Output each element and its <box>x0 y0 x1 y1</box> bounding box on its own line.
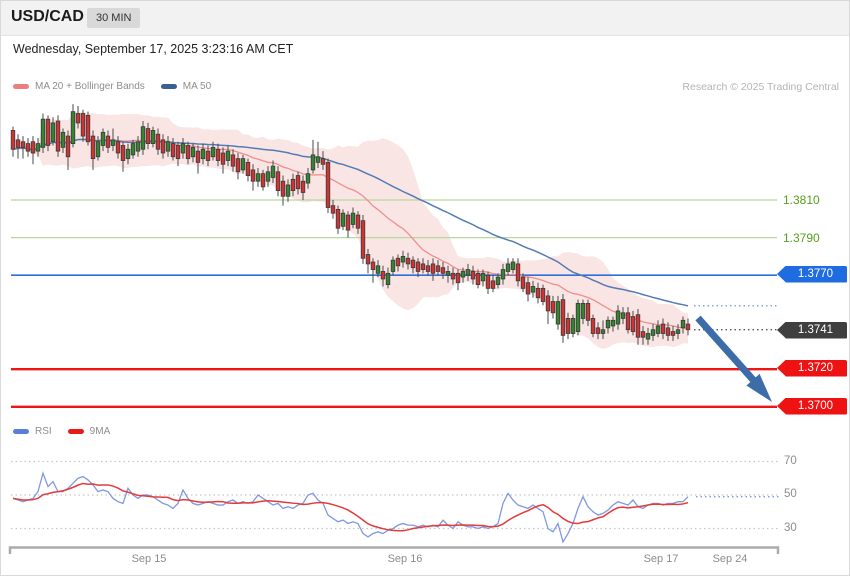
ma20-legend-label: MA 20 + Bollinger Bands <box>35 81 145 92</box>
rsi-9ma-swatch-icon <box>67 429 84 434</box>
ma20-swatch-icon <box>13 84 29 89</box>
price-legend: MA 20 + Bollinger Bands MA 50 <box>13 81 211 92</box>
x-axis-label-sep15: Sep 15 <box>131 553 167 565</box>
chart-timestamp: Wednesday, September 17, 2025 3:23:16 AM… <box>13 42 294 56</box>
chart-scrollbar[interactable] <box>8 546 780 555</box>
ma20-line <box>12 138 689 330</box>
timeframe-badge[interactable]: 30 MIN <box>87 8 141 28</box>
rsi-panel <box>11 460 779 544</box>
rsi-level-30-label: 30 <box>784 521 797 534</box>
legend-item-9ma: 9MA <box>67 426 111 437</box>
support-badge-1-3720: 1.3720 <box>777 359 847 377</box>
rsi-level-70-label: 70 <box>784 454 797 467</box>
last-price-badge-1-3741: 1.3741 <box>777 321 847 339</box>
ma50-line <box>12 138 689 307</box>
support-badge-1-3700: 1.3700 <box>777 397 847 415</box>
rsi-9ma-line <box>12 482 689 532</box>
ma50-legend-label: MA 50 <box>182 81 212 92</box>
rsi-swatch-icon <box>13 429 29 434</box>
rsi-legend-label: RSI <box>35 426 52 437</box>
x-axis-label-sep17: Sep 17 <box>643 553 679 565</box>
level-lines <box>11 199 777 408</box>
candlestick-series <box>10 104 691 345</box>
ma50-swatch-icon <box>160 84 177 89</box>
resistance-label-1-3790: 1.3790 <box>783 230 820 245</box>
copyright-text: Research © 2025 Trading Central <box>682 81 839 93</box>
legend-item-rsi: RSI <box>13 426 52 437</box>
rsi-level-50-label: 50 <box>784 488 797 500</box>
bollinger-band <box>13 111 688 349</box>
resistance-label-1-3810: 1.3810 <box>783 192 820 207</box>
rsi-line <box>12 471 689 544</box>
x-axis-label-sep16: Sep 16 <box>387 553 423 565</box>
legend-item-ma20-bollinger: MA 20 + Bollinger Bands <box>13 81 145 92</box>
header-bar: USD/CAD 30 MIN <box>1 1 849 36</box>
rsi-9ma-legend-label: 9MA <box>89 426 111 437</box>
instrument-title: USD/CAD <box>11 8 84 25</box>
projection-arrow <box>695 315 772 402</box>
rsi-legend: RSI 9MA <box>13 426 110 437</box>
legend-item-ma50: MA 50 <box>160 81 212 92</box>
x-axis-label-sep24: Sep 24 <box>712 553 748 565</box>
pivot-badge-1-3770: 1.3770 <box>777 265 847 283</box>
